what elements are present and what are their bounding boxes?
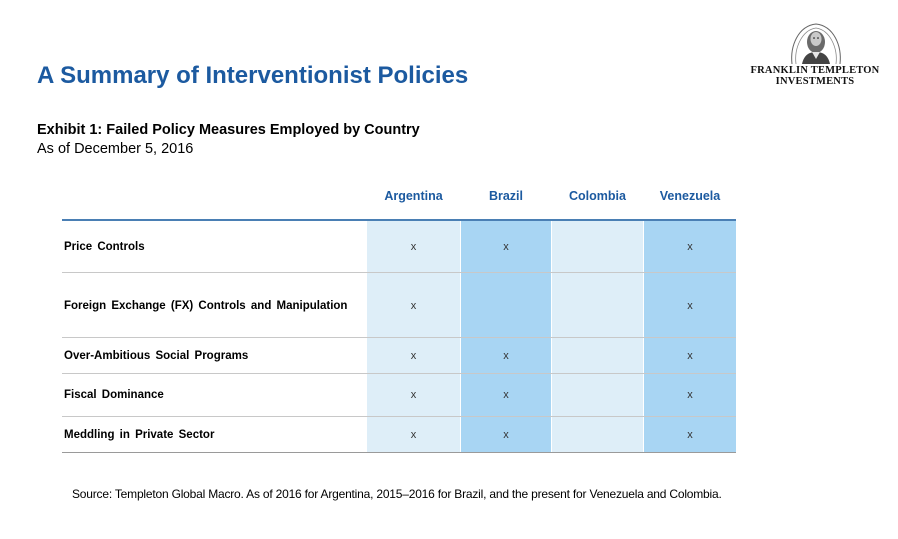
mark-private-sector-brazil: x (503, 429, 509, 441)
mark-social-programs-brazil: x (503, 350, 509, 362)
row-label-price-controls: Price Controls (64, 241, 145, 253)
logo-line-1: FRANKLIN TEMPLETON (750, 65, 880, 76)
row-label-social-programs: Over-Ambitious Social Programs (64, 350, 249, 362)
exhibit-title: Exhibit 1: Failed Policy Measures Employ… (37, 122, 420, 138)
page-title: A Summary of Interventionist Policies (37, 62, 469, 89)
row-divider (62, 416, 736, 417)
mark-fx-controls-brazil (461, 299, 551, 313)
mark-fx-controls-venezuela: x (687, 300, 693, 312)
mark-fiscal-dominance-argentina: x (410, 389, 417, 401)
column-header-venezuela: Venezuela (659, 189, 721, 203)
franklin-templeton-logo: FRANKLIN TEMPLETON INVESTMENTS (740, 18, 890, 90)
mark-social-programs-colombia (552, 349, 643, 363)
column-header-argentina: Argentina (384, 189, 443, 203)
source-note: Source: Templeton Global Macro. As of 20… (72, 487, 722, 501)
mark-private-sector-argentina: x (410, 429, 417, 441)
column-header-colombia: Colombia (569, 189, 626, 203)
mark-fiscal-dominance-brazil: x (503, 389, 509, 401)
mark-fiscal-dominance-venezuela: x (687, 389, 693, 401)
mark-social-programs-venezuela: x (687, 350, 693, 362)
mark-price-controls-colombia (552, 240, 643, 254)
row-label-private-sector: Meddling in Private Sector (64, 429, 215, 441)
exhibit-subtitle: As of December 5, 2016 (37, 141, 194, 157)
row-label-fiscal-dominance: Fiscal Dominance (64, 389, 164, 401)
mark-private-sector-colombia (552, 428, 643, 442)
logo-line-2: INVESTMENTS (775, 76, 855, 87)
column-header-brazil: Brazil (488, 189, 524, 203)
row-divider (62, 337, 736, 338)
row-divider (62, 373, 736, 374)
mark-social-programs-argentina: x (410, 350, 417, 362)
mark-price-controls-brazil: x (503, 241, 509, 253)
mark-fx-controls-argentina: x (410, 300, 417, 312)
mark-private-sector-venezuela: x (687, 429, 693, 441)
table-bottom-rule (62, 452, 736, 453)
mark-price-controls-venezuela: x (687, 241, 693, 253)
table-top-rule (62, 219, 736, 221)
mark-price-controls-argentina: x (410, 241, 417, 253)
mark-fiscal-dominance-colombia (552, 388, 643, 402)
mark-fx-controls-colombia (552, 299, 643, 313)
row-divider (62, 272, 736, 273)
row-label-fx-controls: Foreign Exchange (FX) Controls and Manip… (64, 300, 348, 312)
portrait-seal-icon (791, 23, 841, 65)
